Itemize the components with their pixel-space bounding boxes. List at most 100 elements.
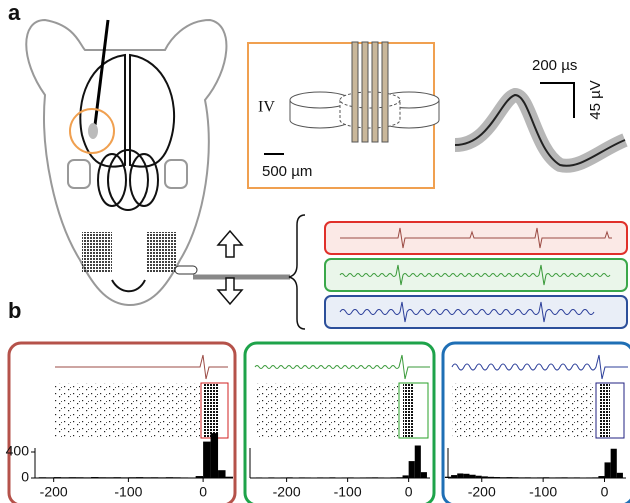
x-tick-label: -200	[273, 484, 301, 500]
histogram-bar	[354, 477, 360, 478]
x-tick-label: -100	[114, 484, 142, 500]
whisker-holder	[175, 266, 197, 274]
histogram-bar	[256, 477, 262, 478]
histogram-bar	[311, 477, 317, 478]
histogram-bar	[121, 477, 128, 478]
histogram-bar	[329, 477, 335, 478]
x-tick-label: 0	[601, 484, 609, 500]
histogram-bar	[293, 477, 299, 478]
histogram-bar	[506, 477, 512, 478]
histogram-bar	[166, 477, 173, 478]
histogram-bar	[586, 477, 592, 478]
histogram-bar	[512, 477, 518, 478]
histogram-bar	[384, 477, 390, 478]
y-tick-label: 400	[6, 443, 30, 459]
histogram-bar	[287, 477, 293, 478]
histogram-bar	[537, 477, 543, 478]
histogram-bar	[463, 474, 469, 478]
histogram-bar	[211, 433, 218, 478]
histogram-bar	[494, 477, 500, 478]
histogram-bar	[46, 477, 53, 478]
histogram-bar	[378, 477, 384, 478]
histogram-bar	[348, 477, 354, 478]
panel-label: a	[8, 0, 21, 25]
histogram-bar	[69, 477, 76, 478]
histogram-bar	[396, 477, 402, 478]
x-tick-label: -200	[40, 484, 68, 500]
histogram-bar	[54, 477, 61, 478]
stimulus-panels	[325, 222, 627, 328]
histogram-bar	[226, 477, 233, 478]
x-tick-label: -200	[468, 484, 496, 500]
histogram-bar	[106, 477, 113, 478]
histogram-bar	[91, 477, 98, 478]
histogram-bar	[203, 442, 210, 478]
x-tick-label: -100	[529, 484, 557, 500]
histogram-bar	[617, 473, 623, 478]
barrel	[88, 123, 98, 139]
histogram-bar	[598, 476, 604, 478]
histogram-bar	[519, 477, 525, 478]
histogram-bar	[335, 477, 341, 478]
histogram-bar	[39, 477, 46, 478]
histogram-bar	[543, 477, 549, 478]
histogram-bar	[469, 475, 475, 478]
histogram-bar	[390, 477, 396, 478]
histogram-bar	[549, 477, 555, 478]
histogram-bar	[488, 477, 494, 478]
histogram-bar	[555, 477, 561, 478]
histogram-bar	[457, 473, 463, 478]
histogram-bar	[158, 477, 165, 478]
layer-label: IV	[258, 99, 275, 116]
histogram-bar	[403, 475, 409, 478]
histogram-bar	[143, 477, 150, 478]
histogram-bar	[482, 476, 488, 478]
scale-label: 45 µV	[587, 80, 604, 120]
histogram-bar	[128, 477, 135, 478]
histogram-bar	[136, 477, 143, 478]
arrows	[218, 231, 242, 304]
histogram-bar	[451, 475, 457, 478]
histogram-bar	[181, 477, 188, 478]
histogram-bar	[605, 462, 611, 478]
x-tick-label: 0	[405, 484, 413, 500]
histogram-bar	[281, 477, 287, 478]
histogram-bar	[574, 477, 580, 478]
histogram-bar	[568, 477, 574, 478]
panel-label: b	[8, 298, 21, 323]
rasters	[55, 383, 624, 438]
scale-label: 500 µm	[262, 163, 312, 180]
histogram-bar	[342, 477, 348, 478]
histogram-bar	[61, 477, 68, 478]
histogram-bar	[113, 477, 120, 478]
histogram-bar	[274, 477, 280, 478]
scale-label: 200 µs	[532, 57, 577, 74]
whiskers	[146, 232, 176, 272]
histogram-bar	[500, 477, 506, 478]
histogram-bar	[531, 477, 537, 478]
histogram-bar	[76, 477, 83, 478]
histogram-bar	[99, 477, 106, 478]
histogram-bar	[580, 477, 586, 478]
x-tick-label: -100	[334, 484, 362, 500]
x-tick-label: 0	[199, 484, 207, 500]
histogram-bar	[476, 476, 482, 478]
histogram-bar	[323, 477, 329, 478]
histogram-bar	[151, 477, 158, 478]
histogram-bar	[218, 470, 225, 478]
histogram-bar	[196, 476, 203, 478]
histogram-bar	[592, 477, 598, 478]
whiskers	[82, 232, 112, 272]
histogram-bar	[611, 449, 617, 478]
histogram-bar	[250, 477, 256, 478]
histogram-bar	[173, 477, 180, 478]
histogram-bar	[299, 477, 305, 478]
histogram-bar	[421, 472, 427, 478]
histogram-bar	[360, 477, 366, 478]
rat-head	[26, 20, 226, 305]
histogram-bar	[525, 477, 531, 478]
histogram-bar	[317, 477, 323, 478]
histogram-bar	[562, 477, 568, 478]
histogram-bar	[409, 461, 415, 478]
stimulus-traces	[55, 355, 628, 379]
